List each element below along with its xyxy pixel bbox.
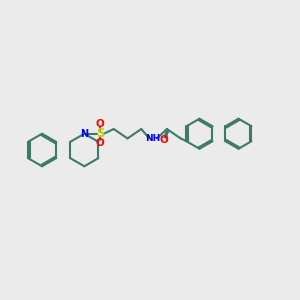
Text: N: N [80, 129, 88, 139]
Text: NH: NH [146, 134, 161, 143]
Text: O: O [96, 138, 104, 148]
Text: O: O [159, 135, 168, 145]
Text: O: O [96, 119, 104, 129]
Text: S: S [96, 127, 104, 140]
